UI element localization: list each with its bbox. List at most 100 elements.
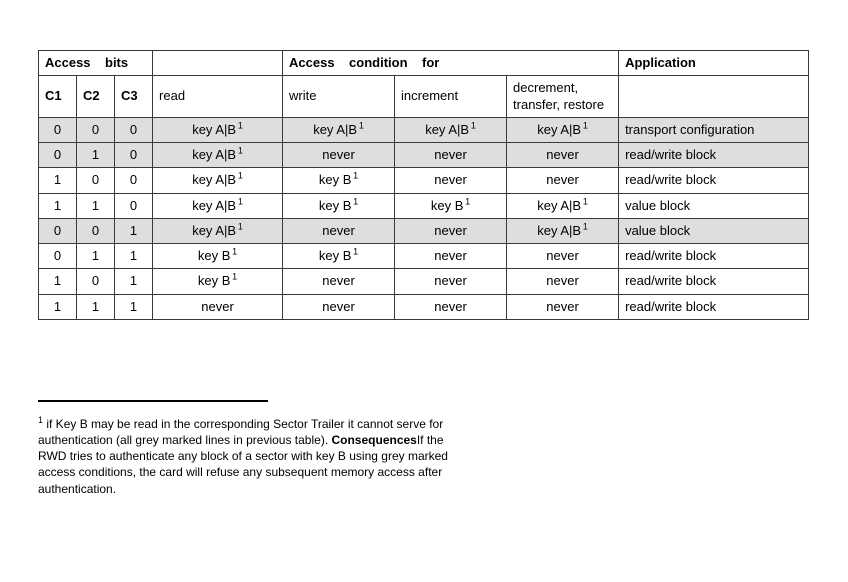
header-row-1: Access bits Access condition for Applica… (39, 51, 809, 76)
cell-decrement: never (507, 269, 619, 294)
table-row: 001key A|B 1neverneverkey A|B 1value blo… (39, 218, 809, 243)
table-row: 100key A|B 1key B 1neverneverread/write … (39, 168, 809, 193)
cell-write: key A|B 1 (283, 117, 395, 142)
cell-increment: never (395, 244, 507, 269)
cell-read-sup: 1 (236, 120, 243, 130)
cell-read-sup: 1 (236, 171, 243, 181)
cell-c1: 1 (39, 294, 77, 319)
cell-c1: 1 (39, 269, 77, 294)
table-row: 110key A|B 1key B 1key B 1key A|B 1value… (39, 193, 809, 218)
table-row: 010key A|B 1neverneverneverread/write bl… (39, 143, 809, 168)
header-spacer (153, 51, 283, 76)
cell-increment: never (395, 294, 507, 319)
cell-decrement: never (507, 143, 619, 168)
cell-read: key B 1 (153, 269, 283, 294)
cell-increment: never (395, 218, 507, 243)
cell-c2: 1 (77, 244, 115, 269)
cell-c1: 1 (39, 193, 77, 218)
header-access-bits: Access bits (39, 51, 153, 76)
header-decrement: decrement, transfer, restore (507, 76, 619, 118)
cell-write-sup: 1 (351, 171, 358, 181)
header-increment: increment (395, 76, 507, 118)
table-row: 111neverneverneverneverread/write block (39, 294, 809, 319)
cell-write: never (283, 294, 395, 319)
header-c3: C3 (115, 76, 153, 118)
header-access-condition: Access condition for (283, 51, 619, 76)
header-row-2: C1 C2 C3 read write increment decrement,… (39, 76, 809, 118)
cell-decrement: never (507, 294, 619, 319)
footnote: 1 if Key B may be read in the correspond… (38, 416, 468, 497)
cell-write: never (283, 269, 395, 294)
cell-write-sup: 1 (357, 120, 364, 130)
cell-decrement: never (507, 168, 619, 193)
header-access-cond-word3: for (422, 55, 439, 70)
cell-write: key B 1 (283, 168, 395, 193)
cell-read: key A|B 1 (153, 193, 283, 218)
cell-c2: 1 (77, 294, 115, 319)
cell-read: key A|B 1 (153, 168, 283, 193)
cell-read-sup: 1 (236, 146, 243, 156)
cell-c1: 0 (39, 218, 77, 243)
cell-c2: 0 (77, 218, 115, 243)
cell-write: key B 1 (283, 193, 395, 218)
header-application: Application (619, 51, 809, 76)
cell-decrement: key A|B 1 (507, 193, 619, 218)
access-conditions-table: Access bits Access condition for Applica… (38, 50, 809, 320)
cell-c1: 0 (39, 244, 77, 269)
cell-read: key A|B 1 (153, 143, 283, 168)
cell-write: never (283, 143, 395, 168)
cell-read: key B 1 (153, 244, 283, 269)
cell-decrement: never (507, 244, 619, 269)
cell-write-sup: 1 (351, 196, 358, 206)
cell-c2: 1 (77, 193, 115, 218)
cell-read-sup: 1 (230, 247, 237, 257)
cell-read: never (153, 294, 283, 319)
cell-c2: 0 (77, 269, 115, 294)
cell-application: value block (619, 218, 809, 243)
cell-c3: 0 (115, 117, 153, 142)
cell-c3: 0 (115, 168, 153, 193)
cell-write: never (283, 218, 395, 243)
table-row: 000key A|B 1key A|B 1key A|B 1key A|B 1t… (39, 117, 809, 142)
header-c1: C1 (39, 76, 77, 118)
cell-increment: never (395, 168, 507, 193)
cell-read-sup: 1 (236, 221, 243, 231)
cell-c1: 0 (39, 117, 77, 142)
header-read: read (153, 76, 283, 118)
header-access-cond-word1: Access (289, 55, 335, 70)
header-application-blank (619, 76, 809, 118)
table-row: 011key B 1key B 1neverneverread/write bl… (39, 244, 809, 269)
cell-application: read/write block (619, 294, 809, 319)
cell-write: key B 1 (283, 244, 395, 269)
header-access-cond-word2: condition (349, 55, 408, 70)
footnote-rule (38, 400, 268, 402)
cell-application: read/write block (619, 244, 809, 269)
cell-read-sup: 1 (236, 196, 243, 206)
cell-write-sup: 1 (351, 247, 358, 257)
footnote-bold: Consequences (331, 433, 416, 447)
cell-c1: 1 (39, 168, 77, 193)
header-write: write (283, 76, 395, 118)
cell-c3: 0 (115, 143, 153, 168)
cell-application: read/write block (619, 143, 809, 168)
header-access-bits-word1: Access (45, 55, 91, 70)
cell-increment: never (395, 269, 507, 294)
cell-c2: 0 (77, 117, 115, 142)
cell-decrement: key A|B 1 (507, 218, 619, 243)
cell-read: key A|B 1 (153, 117, 283, 142)
cell-c3: 0 (115, 193, 153, 218)
cell-increment-sup: 1 (469, 120, 476, 130)
cell-increment: key B 1 (395, 193, 507, 218)
cell-application: read/write block (619, 269, 809, 294)
cell-c3: 1 (115, 244, 153, 269)
cell-c3: 1 (115, 269, 153, 294)
cell-c2: 1 (77, 143, 115, 168)
cell-read-sup: 1 (230, 272, 237, 282)
cell-decrement-sup: 1 (581, 196, 588, 206)
cell-decrement: key A|B 1 (507, 117, 619, 142)
cell-read: key A|B 1 (153, 218, 283, 243)
cell-increment-sup: 1 (463, 196, 470, 206)
cell-c2: 0 (77, 168, 115, 193)
table-row: 101key B 1neverneverneverread/write bloc… (39, 269, 809, 294)
cell-application: transport configuration (619, 117, 809, 142)
